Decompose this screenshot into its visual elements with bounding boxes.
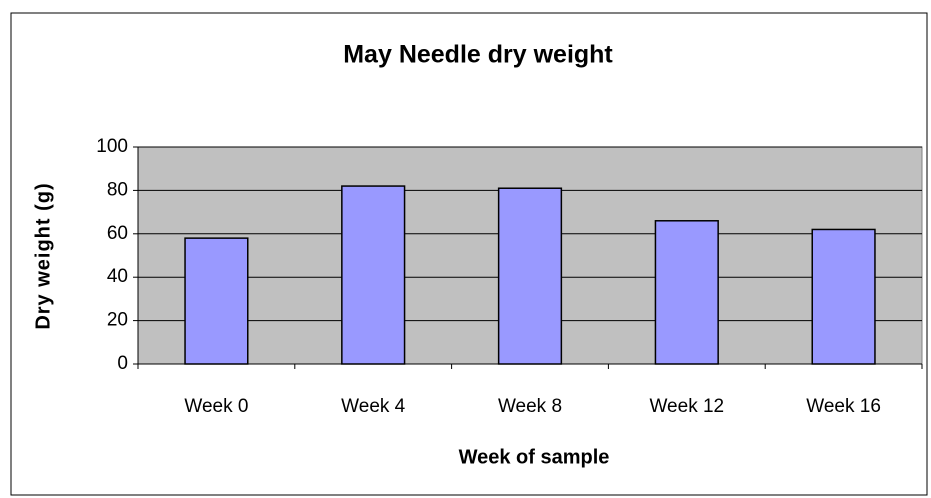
bar bbox=[654, 220, 719, 365]
y-tick-label: 40 bbox=[107, 266, 128, 287]
x-tick-label: Week 0 bbox=[184, 396, 248, 417]
x-tick-label: Week 16 bbox=[806, 396, 881, 417]
bar bbox=[497, 187, 563, 365]
y-tick-label: 0 bbox=[117, 353, 128, 374]
chart-title: May Needle dry weight bbox=[343, 41, 613, 69]
bar bbox=[184, 237, 249, 365]
x-tick-label: Week 8 bbox=[498, 396, 562, 417]
x-tick-label: Week 4 bbox=[341, 396, 406, 417]
bar bbox=[811, 228, 876, 365]
y-axis-label: Dry weight (g) bbox=[32, 182, 54, 329]
y-tick-label: 60 bbox=[107, 223, 128, 244]
y-tick-label: 80 bbox=[107, 179, 128, 200]
bar bbox=[341, 185, 406, 365]
y-tick-label: 100 bbox=[96, 136, 128, 157]
y-tick-label: 20 bbox=[107, 310, 128, 331]
x-tick-label: Week 12 bbox=[649, 396, 724, 417]
x-axis-label: Week of sample bbox=[459, 446, 610, 468]
